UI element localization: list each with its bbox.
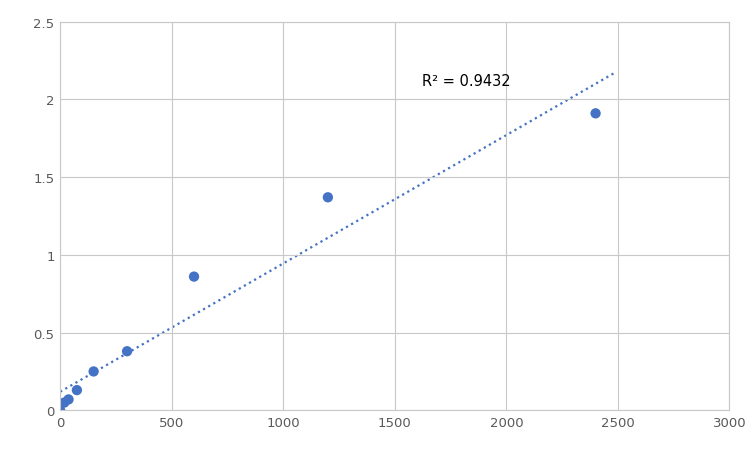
Point xyxy=(590,110,602,118)
Point xyxy=(62,396,74,403)
Text: R² = 0.9432: R² = 0.9432 xyxy=(422,74,510,89)
Point xyxy=(87,368,99,375)
Point xyxy=(71,387,83,394)
Point xyxy=(54,407,66,414)
Point xyxy=(59,399,71,406)
Point xyxy=(322,194,334,202)
Point xyxy=(188,273,200,281)
Point xyxy=(121,348,133,355)
